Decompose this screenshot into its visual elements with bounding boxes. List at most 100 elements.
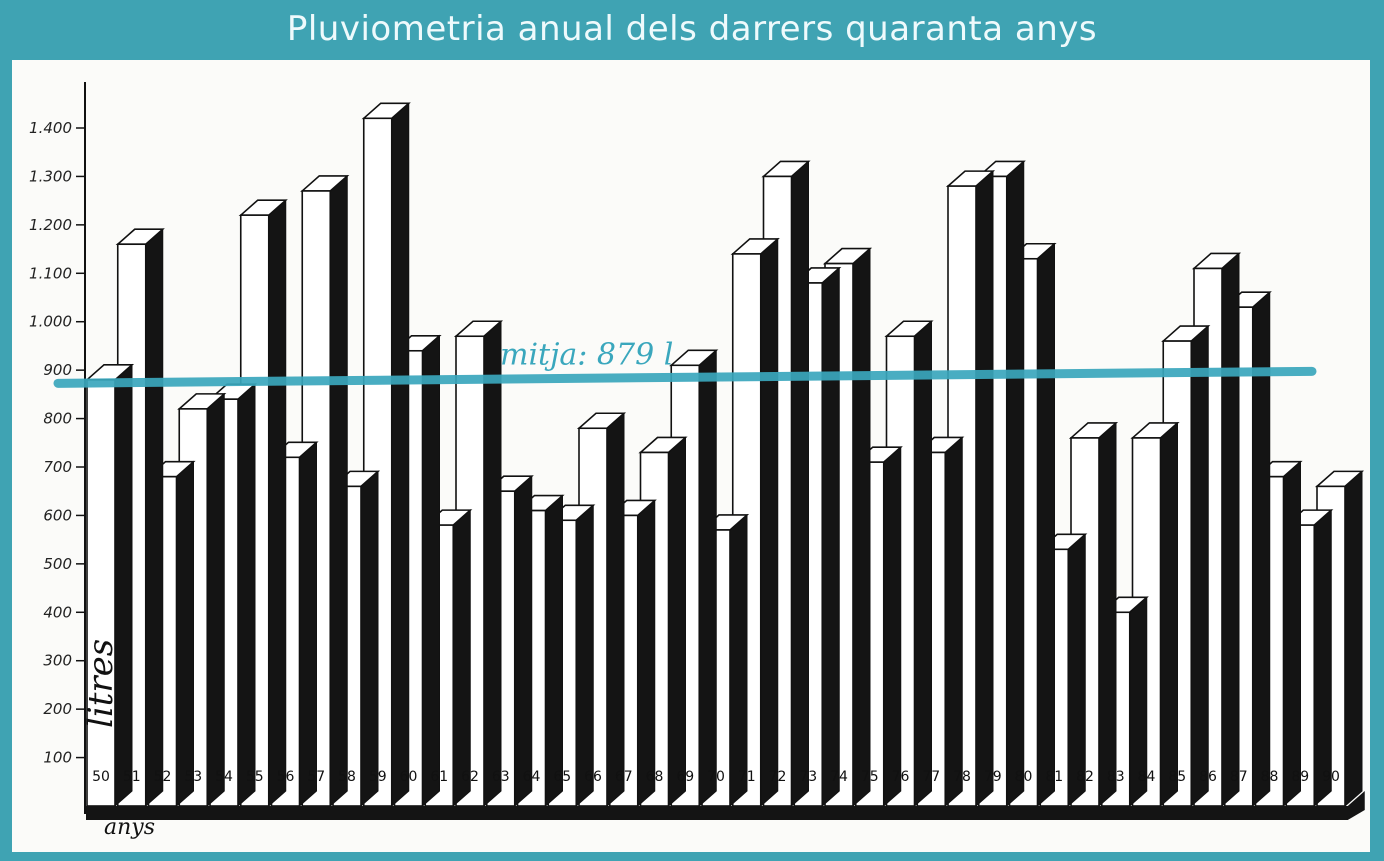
y-tick-label: 1.400 bbox=[29, 119, 72, 137]
bar-side-51 bbox=[145, 228, 164, 808]
x-tick-label: 51 bbox=[123, 769, 141, 785]
bar-side-79 bbox=[1006, 160, 1025, 808]
x-tick-label: 88 bbox=[1261, 769, 1279, 785]
x-tick-label: 59 bbox=[369, 769, 387, 785]
bar-side-80 bbox=[1037, 242, 1055, 808]
bar-side-61 bbox=[452, 509, 471, 808]
x-tick-label: 75 bbox=[861, 769, 879, 785]
bar-side-62 bbox=[483, 320, 502, 808]
x-tick-label: 78 bbox=[953, 769, 971, 785]
y-tick-label: 300 bbox=[43, 652, 72, 670]
x-tick-label: 65 bbox=[553, 769, 571, 785]
chart-title: Pluviometria anual dels darrers quaranta… bbox=[286, 9, 1098, 49]
bar-side-88 bbox=[1283, 460, 1301, 808]
bar-side-75 bbox=[883, 446, 902, 808]
y-tick-label: 400 bbox=[43, 603, 72, 621]
x-tick-label: 74 bbox=[830, 769, 848, 785]
x-tick-label: 50 bbox=[92, 769, 110, 785]
average-label: mitja: 879 l bbox=[500, 337, 673, 372]
bar-front-50 bbox=[86, 379, 116, 807]
x-tick-label: 69 bbox=[676, 769, 694, 785]
y-tick-label: 500 bbox=[43, 555, 72, 573]
bar-side-57 bbox=[329, 174, 348, 808]
x-tick-label: 54 bbox=[215, 769, 233, 785]
x-tick-label: 85 bbox=[1168, 769, 1186, 785]
bar-side-67 bbox=[637, 499, 656, 808]
x-tick-label: 87 bbox=[1230, 769, 1248, 785]
bar-side-56 bbox=[299, 441, 317, 808]
bar-side-59 bbox=[391, 102, 410, 808]
bar-side-73 bbox=[821, 266, 840, 808]
bar-side-55 bbox=[268, 199, 287, 808]
bar-side-64 bbox=[545, 494, 563, 808]
bar-side-84 bbox=[1160, 421, 1178, 808]
x-tick-label: 73 bbox=[799, 769, 817, 785]
chart-base bbox=[86, 791, 1365, 820]
bar-side-71 bbox=[760, 237, 779, 808]
bar-side-89 bbox=[1313, 509, 1332, 808]
y-tick-label: 1.300 bbox=[29, 167, 72, 185]
bar-side-52 bbox=[176, 460, 194, 808]
y-tick-label: 900 bbox=[43, 361, 72, 379]
bar-side-72 bbox=[791, 160, 809, 808]
x-tick-label: 60 bbox=[400, 769, 418, 785]
bar-side-77 bbox=[944, 436, 963, 808]
bar-side-53 bbox=[206, 392, 225, 808]
bar-side-68 bbox=[668, 436, 686, 808]
bar-side-70 bbox=[729, 513, 748, 808]
x-tick-label: 84 bbox=[1138, 769, 1156, 785]
y-tick-label: 100 bbox=[43, 749, 72, 767]
bar-side-86 bbox=[1221, 252, 1240, 808]
bar-side-85 bbox=[1190, 324, 1209, 808]
bar-side-63 bbox=[514, 475, 533, 808]
bar-side-74 bbox=[852, 247, 871, 808]
x-tick-label: 62 bbox=[461, 769, 479, 785]
bar-side-66 bbox=[606, 412, 625, 808]
x-tick-label: 61 bbox=[430, 769, 448, 785]
x-tick-label: 53 bbox=[184, 769, 202, 785]
x-tick-label: 89 bbox=[1291, 769, 1309, 785]
x-tick-label: 81 bbox=[1045, 769, 1063, 785]
y-tick-label: 200 bbox=[43, 700, 72, 718]
x-tick-label: 68 bbox=[646, 769, 664, 785]
bar-side-69 bbox=[698, 349, 717, 808]
y-tick-label: 1.100 bbox=[29, 264, 72, 282]
x-tick-label: 58 bbox=[338, 769, 356, 785]
bar-side-54 bbox=[237, 383, 256, 808]
x-tick-label: 72 bbox=[769, 769, 787, 785]
x-tick-label: 90 bbox=[1322, 769, 1340, 785]
bar-side-90 bbox=[1344, 470, 1363, 808]
x-tick-label: 79 bbox=[984, 769, 1002, 785]
y-tick-label: 1.200 bbox=[29, 216, 72, 234]
bar-50 bbox=[84, 363, 135, 808]
bar-side-76 bbox=[914, 320, 932, 808]
x-tick-label: 80 bbox=[1015, 769, 1033, 785]
x-tick-label: 55 bbox=[246, 769, 264, 785]
x-tick-label: 63 bbox=[492, 769, 510, 785]
x-tick-label: 70 bbox=[707, 769, 725, 785]
bar-side-58 bbox=[360, 470, 379, 808]
y-axis-label: litres bbox=[81, 639, 121, 728]
x-tick-label: 83 bbox=[1107, 769, 1125, 785]
x-tick-label: 82 bbox=[1076, 769, 1094, 785]
bar-side-50 bbox=[114, 363, 133, 808]
x-axis-label: anys bbox=[104, 815, 155, 840]
x-tick-label: 57 bbox=[307, 769, 325, 785]
x-tick-label: 76 bbox=[892, 769, 910, 785]
x-tick-label: 64 bbox=[523, 769, 541, 785]
bar-side-78 bbox=[975, 170, 994, 808]
bar-side-82 bbox=[1098, 421, 1117, 808]
bar-side-65 bbox=[575, 504, 594, 808]
average-line bbox=[53, 366, 1317, 388]
x-tick-label: 66 bbox=[584, 769, 602, 785]
x-tick-label: 77 bbox=[922, 769, 940, 785]
x-tick-label: 56 bbox=[277, 769, 295, 785]
y-tick-label: 700 bbox=[43, 458, 72, 476]
y-tick-label: 600 bbox=[43, 506, 72, 524]
bar-side-60 bbox=[422, 334, 440, 808]
bar-side-81 bbox=[1067, 533, 1086, 808]
y-tick-label: 800 bbox=[43, 410, 72, 428]
y-tick-label: 1.000 bbox=[29, 313, 72, 331]
